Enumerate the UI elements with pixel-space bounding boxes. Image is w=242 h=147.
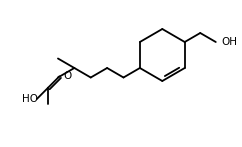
Text: HO: HO xyxy=(22,94,38,104)
Text: OH: OH xyxy=(222,37,238,47)
Text: O: O xyxy=(63,71,72,81)
